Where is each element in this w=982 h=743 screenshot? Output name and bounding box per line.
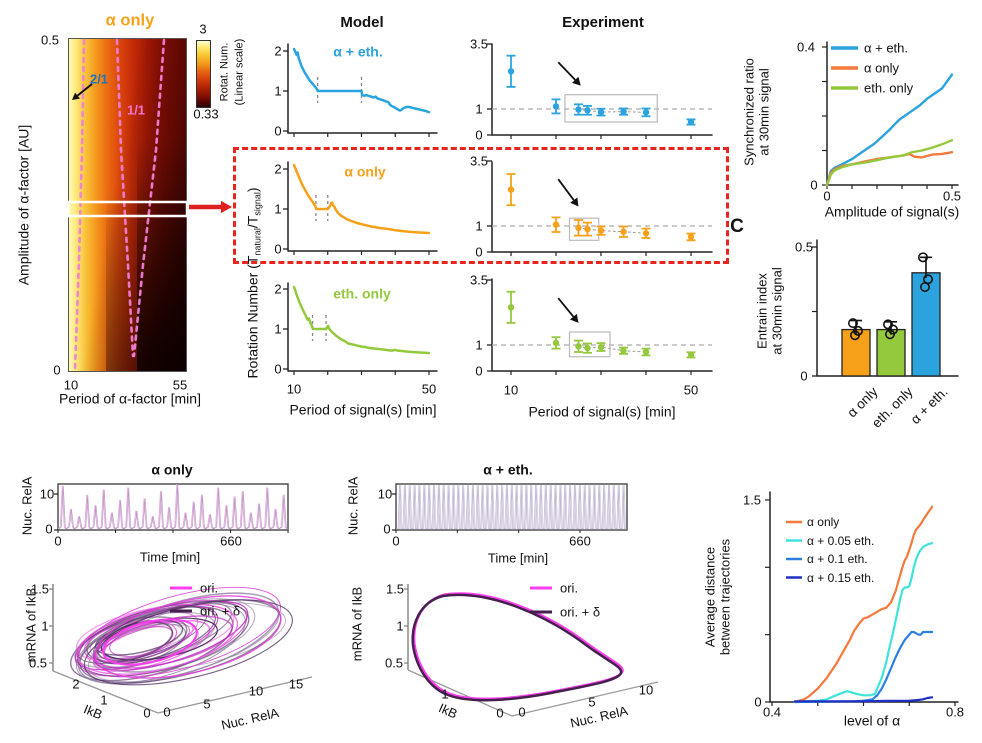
data-curve	[58, 483, 288, 530]
data-curve	[793, 541, 934, 704]
data-curve	[397, 484, 627, 530]
data-point	[507, 304, 515, 311]
data-point	[575, 224, 582, 232]
data-point	[597, 227, 605, 234]
data-point	[687, 351, 695, 359]
tongue-2-1-line	[73, 38, 86, 372]
data-point	[687, 118, 695, 126]
tongue-1-1-right	[132, 38, 166, 358]
data-curve	[292, 47, 431, 114]
ts-frame	[57, 483, 289, 531]
data-curve	[287, 161, 438, 252]
data-curve	[793, 505, 934, 704]
data-point	[507, 68, 515, 75]
data-point	[584, 225, 591, 233]
data-curve	[396, 484, 627, 530]
attractor-loop-main	[94, 595, 282, 679]
data-point	[552, 339, 560, 347]
data-curve	[826, 41, 959, 186]
attractor-loop	[92, 615, 233, 669]
arrowhead	[570, 313, 579, 323]
data-point	[620, 108, 627, 115]
highlight-dashed-box	[233, 147, 729, 264]
data-point	[584, 344, 591, 352]
bar	[876, 328, 906, 377]
data-curve	[287, 282, 438, 372]
data-point	[575, 106, 582, 113]
data-curve	[287, 43, 438, 134]
data-point	[620, 228, 627, 235]
data-point	[552, 103, 560, 110]
data-curve	[292, 163, 431, 235]
cluster-box	[564, 94, 658, 123]
data-point	[597, 343, 605, 351]
attractor-loop	[83, 599, 293, 686]
bar	[911, 272, 941, 377]
axis-line	[76, 83, 93, 97]
data-point	[642, 109, 650, 116]
arrowhead	[221, 200, 232, 214]
data-curve	[491, 161, 713, 253]
data-curve	[769, 491, 959, 703]
arrowhead	[570, 197, 579, 207]
data-curve	[292, 285, 431, 355]
data-curve	[793, 630, 934, 704]
axis-line	[157, 676, 313, 714]
data-curve	[825, 138, 954, 187]
axis-line	[52, 670, 159, 714]
arrowhead	[572, 76, 581, 86]
axis-line	[557, 297, 575, 318]
bar	[841, 328, 871, 377]
cluster-box	[568, 217, 600, 241]
data-point	[642, 230, 650, 237]
data-point	[507, 186, 515, 193]
data-point	[687, 233, 695, 241]
axis-line	[407, 669, 513, 717]
limit-cycle-delta	[411, 593, 623, 702]
ts-frame	[395, 483, 628, 531]
data-point	[552, 221, 560, 228]
heatmap-surface	[68, 38, 187, 372]
bar-data-point	[882, 319, 893, 330]
attractor-loop	[75, 603, 246, 684]
data-curve	[491, 43, 713, 136]
bar-data-point	[884, 329, 895, 340]
data-point	[575, 343, 582, 350]
axis-line	[557, 178, 575, 201]
limit-cycle-ori	[413, 592, 624, 700]
bar-data-point	[849, 330, 860, 341]
axis-line	[557, 61, 576, 81]
bar-data-point	[917, 252, 928, 263]
highlight-row-box	[66, 200, 189, 218]
data-curve	[793, 696, 934, 703]
data-point	[597, 108, 605, 116]
data-point	[584, 107, 591, 114]
axis-line	[511, 681, 659, 717]
data-point	[642, 348, 650, 356]
data-point	[620, 347, 627, 354]
cluster-box	[568, 331, 611, 358]
data-curve	[825, 73, 954, 187]
arrowhead	[72, 92, 80, 100]
data-curve	[59, 484, 288, 530]
colorbar-gradient	[196, 40, 211, 108]
bar-data-point	[847, 318, 858, 329]
tongue-1-1-left	[115, 38, 135, 358]
attractor-loop-main	[102, 618, 198, 666]
attractor-loop	[96, 621, 174, 662]
bar-data-point	[919, 281, 930, 292]
